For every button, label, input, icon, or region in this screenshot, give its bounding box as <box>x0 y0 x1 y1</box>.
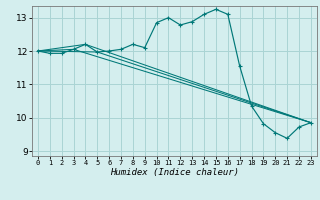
X-axis label: Humidex (Indice chaleur): Humidex (Indice chaleur) <box>110 168 239 177</box>
